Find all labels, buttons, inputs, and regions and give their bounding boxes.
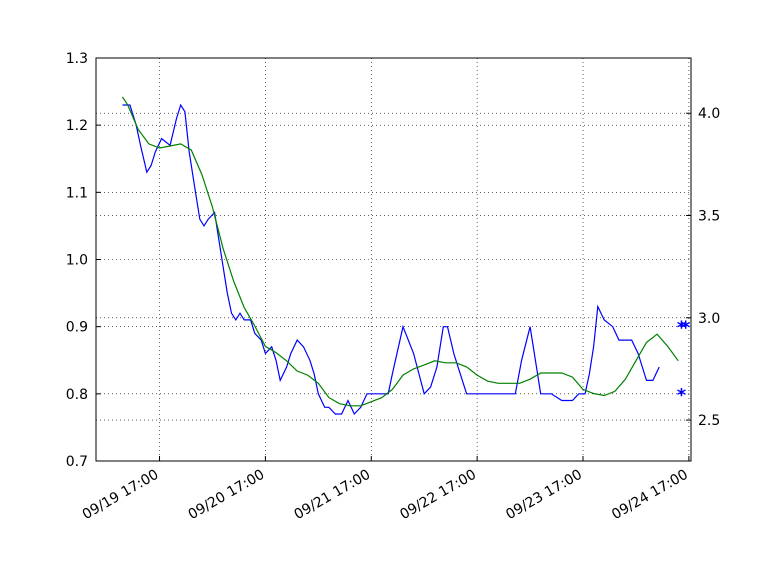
right-tick-label: 3.5 xyxy=(698,209,720,225)
left-tick-label: 1.2 xyxy=(66,118,88,134)
left-tick-label: 1.1 xyxy=(66,185,88,201)
x-tick-label: 09/21 17:00 xyxy=(292,467,374,523)
data-marker: * xyxy=(681,318,691,339)
right-y-axis: 2.5 3.0 3.5 4.0 xyxy=(686,106,720,429)
right-tick-label: 3.0 xyxy=(698,311,720,327)
x-tick-label: 09/20 17:00 xyxy=(186,467,268,523)
series-line-green xyxy=(121,96,679,407)
plot-frame xyxy=(95,57,692,462)
left-tick-label: 0.9 xyxy=(66,320,88,336)
x-axis: 09/19 17:00 09/20 17:00 09/21 17:00 09/22 1… xyxy=(80,456,691,523)
x-tick-label: 09/22 17:00 xyxy=(397,467,479,523)
data-marker: * xyxy=(677,318,687,339)
series-layer: *** xyxy=(121,96,691,414)
right-tick-label: 2.5 xyxy=(698,413,720,429)
left-tick-label: 0.8 xyxy=(66,387,88,403)
x-tick-label: 09/23 17:00 xyxy=(503,467,585,523)
left-tick-label: 1.0 xyxy=(66,253,88,269)
left-y-axis: 0.7 0.8 0.9 1.0 1.1 1.2 1.3 xyxy=(66,51,101,470)
data-marker: * xyxy=(677,385,687,406)
left-tick-label: 0.7 xyxy=(66,454,88,470)
left-tick-label: 1.3 xyxy=(66,51,88,67)
right-tick-label: 4.0 xyxy=(698,106,720,122)
x-tick-label: 09/19 17:00 xyxy=(80,467,162,523)
x-tick-label: 09/24 17:00 xyxy=(609,467,691,523)
